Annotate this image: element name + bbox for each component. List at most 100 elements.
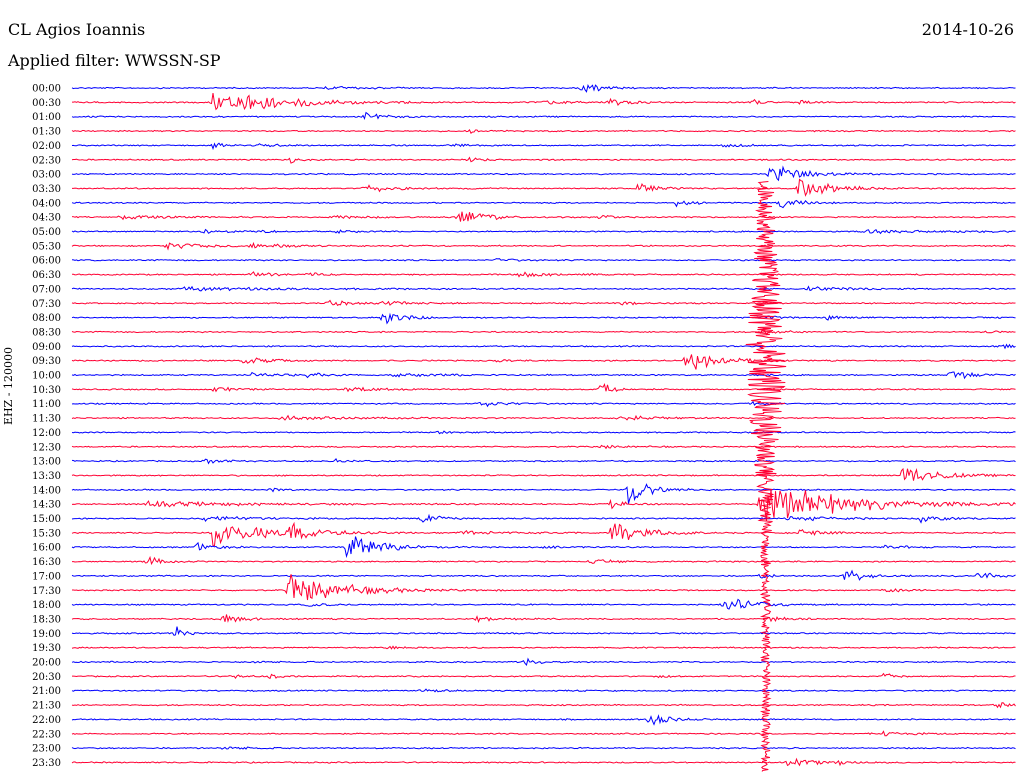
row-time-label: 09:00 bbox=[32, 342, 61, 353]
trace-row bbox=[71, 467, 1016, 481]
row-time-label: 11:00 bbox=[32, 399, 61, 410]
row-time-label: 03:00 bbox=[32, 170, 61, 181]
row-time-label: 13:00 bbox=[32, 457, 61, 468]
row-time-label: 09:30 bbox=[32, 356, 61, 367]
trace-row bbox=[71, 199, 1016, 209]
row-time-label: 14:30 bbox=[32, 500, 61, 511]
row-time-label: 07:00 bbox=[32, 284, 61, 295]
row-time-label: 07:30 bbox=[32, 299, 61, 310]
row-time-label: 13:30 bbox=[32, 471, 61, 482]
row-time-label: 00:00 bbox=[32, 84, 61, 95]
trace-row bbox=[71, 400, 1016, 408]
row-time-label: 00:30 bbox=[32, 98, 61, 109]
row-time-label: 21:30 bbox=[32, 701, 61, 712]
trace-row bbox=[71, 444, 1016, 450]
trace-row bbox=[71, 730, 1016, 737]
trace-row bbox=[71, 536, 1016, 559]
trace-row bbox=[71, 382, 1016, 393]
trace-row bbox=[71, 129, 1016, 134]
row-time-label: 12:30 bbox=[32, 442, 61, 453]
row-time-label: 06:30 bbox=[32, 270, 61, 281]
row-time-label: 08:30 bbox=[32, 327, 61, 338]
row-time-label: 16:30 bbox=[32, 557, 61, 568]
row-time-label: 06:00 bbox=[32, 256, 61, 267]
row-time-label: 11:30 bbox=[32, 414, 61, 425]
trace-row bbox=[71, 757, 1016, 767]
row-time-label: 17:30 bbox=[32, 586, 61, 597]
trace-row bbox=[72, 93, 1016, 111]
row-time-label: 02:00 bbox=[32, 141, 61, 152]
trace-row bbox=[71, 371, 1016, 380]
row-time-label: 01:00 bbox=[32, 112, 61, 123]
row-time-label: 04:00 bbox=[32, 198, 61, 209]
row-time-label: 10:30 bbox=[32, 385, 61, 396]
row-time-label: 18:30 bbox=[32, 614, 61, 625]
trace-row bbox=[71, 285, 1016, 292]
row-time-label: 04:30 bbox=[32, 213, 61, 224]
trace-row bbox=[71, 714, 1016, 726]
trace-row bbox=[71, 746, 1016, 750]
trace-row bbox=[71, 299, 1016, 306]
trace-row bbox=[71, 312, 1016, 325]
row-time-label: 19:30 bbox=[32, 643, 61, 654]
trace-row bbox=[71, 483, 1016, 504]
trace-row bbox=[71, 111, 1016, 121]
row-time-label: 14:00 bbox=[32, 485, 61, 496]
station-name: CL Agios Ioannis bbox=[8, 20, 146, 39]
trace-row bbox=[71, 614, 1016, 624]
filter-label: Applied filter: WWSSN-SP bbox=[8, 51, 221, 70]
trace-row bbox=[71, 241, 1016, 251]
record-date: 2014-10-26 bbox=[921, 20, 1014, 39]
row-time-label: 12:00 bbox=[32, 428, 61, 439]
row-time-label: 19:00 bbox=[32, 629, 61, 640]
trace-row bbox=[71, 626, 1016, 636]
trace-row bbox=[71, 657, 1016, 667]
trace-row bbox=[71, 354, 1016, 370]
trace-row bbox=[72, 672, 1016, 680]
row-time-label: 21:00 bbox=[32, 686, 61, 697]
row-time-label: 05:30 bbox=[32, 241, 61, 252]
trace-row bbox=[71, 165, 1016, 182]
trace-row bbox=[72, 178, 1016, 197]
trace-row bbox=[71, 645, 1016, 650]
row-time-label: 22:00 bbox=[32, 715, 61, 726]
row-time-label: 15:30 bbox=[32, 528, 61, 539]
trace-row bbox=[72, 271, 1016, 278]
trace-row bbox=[71, 142, 1016, 151]
row-time-label: 08:00 bbox=[32, 313, 61, 324]
row-time-label: 02:30 bbox=[32, 155, 61, 166]
trace-row bbox=[71, 430, 1016, 435]
row-time-label: 22:30 bbox=[32, 729, 61, 740]
row-time-label: 05:00 bbox=[32, 227, 61, 238]
row-time-label: 23:30 bbox=[32, 758, 61, 769]
row-time-label: 01:30 bbox=[32, 127, 61, 138]
row-time-label: 17:00 bbox=[32, 571, 61, 582]
trace-row bbox=[72, 555, 1016, 566]
row-time-label: 18:00 bbox=[32, 600, 61, 611]
trace-row bbox=[71, 569, 1016, 581]
major-event-trace bbox=[745, 181, 787, 772]
trace-row bbox=[71, 598, 1016, 610]
row-time-label: 20:30 bbox=[32, 672, 61, 683]
trace-row bbox=[71, 228, 1016, 235]
trace-row bbox=[71, 258, 1016, 262]
trace-row bbox=[71, 84, 1016, 93]
trace-row bbox=[71, 458, 1016, 465]
trace-row bbox=[72, 574, 1016, 601]
trace-row bbox=[71, 156, 1016, 164]
trace-row bbox=[71, 489, 1016, 522]
trace-row bbox=[71, 211, 1016, 222]
time-labels: 00:00 00:30 01:00 01:30 02:00 02:30 03:00 03:30… bbox=[32, 84, 61, 769]
trace-row bbox=[71, 702, 1016, 709]
trace-row bbox=[71, 521, 1016, 547]
seismic-traces bbox=[71, 84, 1016, 772]
row-time-label: 03:30 bbox=[32, 184, 61, 195]
trace-row bbox=[71, 414, 1016, 421]
trace-row bbox=[71, 329, 1016, 336]
row-time-label: 20:00 bbox=[32, 658, 61, 669]
trace-row bbox=[71, 513, 1016, 524]
trace-row bbox=[71, 688, 1016, 693]
row-time-label: 15:00 bbox=[32, 514, 61, 525]
row-time-label: 16:00 bbox=[32, 543, 61, 554]
